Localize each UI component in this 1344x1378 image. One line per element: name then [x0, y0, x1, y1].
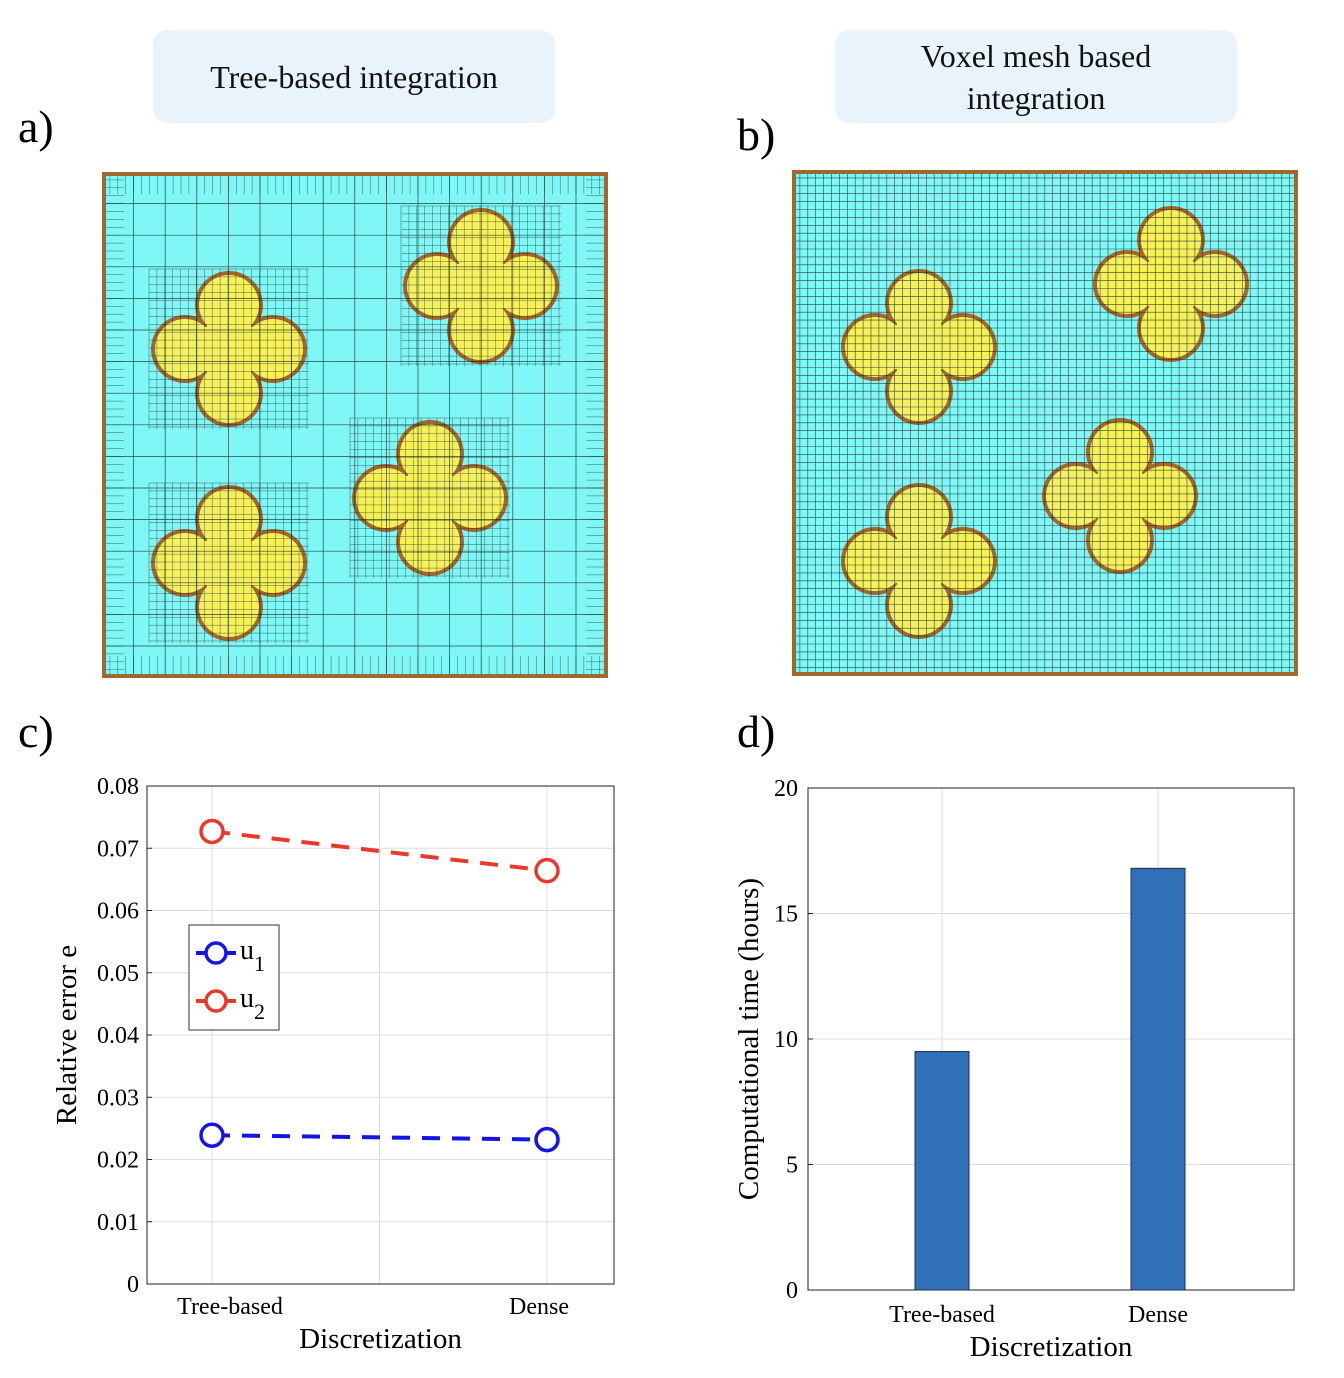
bar-dense [1130, 867, 1186, 1291]
data-point-u2 [199, 818, 225, 845]
x-axis-label: Discretization [970, 1331, 1133, 1363]
tree-mesh-image [102, 172, 608, 678]
error-chart-svg: 0 0.01 0.02 0.03 0.04 0.05 0.06 0.07 0.08 Tree-ba… [51, 774, 615, 1355]
y-tick-label: 0.07 [97, 836, 139, 862]
x-tick-label: Tree-based [889, 1302, 995, 1328]
error-chart: 0 0.01 0.02 0.03 0.04 0.05 0.06 0.07 0.08 Tree-ba… [0, 760, 660, 1378]
y-tick-label: 10 [774, 1027, 798, 1053]
y-tick-label: 0.01 [97, 1210, 139, 1236]
y-tick-label: 0.03 [97, 1085, 139, 1111]
y-tick-label: 0.08 [97, 774, 139, 800]
mesh-border [102, 172, 608, 678]
x-axis-label: Discretization [299, 1323, 462, 1355]
y-tick-label: 5 [786, 1153, 798, 1179]
y-tick-label: 0.04 [97, 1023, 139, 1049]
tree-mesh-svg [102, 172, 608, 678]
legend-marker-u1 [204, 941, 228, 965]
legend-marker-u2 [204, 989, 228, 1013]
data-point-u1 [534, 1126, 560, 1153]
y-tick-label: 0.06 [97, 899, 139, 925]
bar-tree-based [914, 1051, 970, 1291]
series-line-u1 [211, 1133, 548, 1142]
mesh-border [792, 170, 1298, 676]
y-tick-label: 20 [774, 776, 798, 802]
time-chart: 0 5 10 15 20 Tree-based Dense Discretization Com… [690, 760, 1344, 1378]
voxel-mesh-svg [792, 170, 1298, 676]
y-axis-label: Relative error e [51, 945, 83, 1125]
y-tick-label: 15 [774, 902, 798, 928]
voxel-mesh-image [792, 170, 1298, 676]
data-point-u2 [534, 857, 560, 884]
y-tick-label: 0 [786, 1278, 798, 1304]
legend-box [188, 924, 280, 1031]
panel-a-letter: a) [18, 101, 54, 152]
series-line-u2 [211, 829, 548, 873]
y-tick-label: 0.02 [97, 1148, 139, 1174]
x-tick-label: Dense [1128, 1302, 1188, 1328]
panel-c-letter: c) [18, 706, 54, 757]
grid-lines [808, 787, 1294, 1291]
panel-d-letter: d) [737, 706, 776, 757]
y-tick-label: 0.05 [97, 961, 139, 987]
time-chart-svg: 0 5 10 15 20 Tree-based Dense Discretization Com… [733, 776, 1295, 1363]
x-tick-label: Tree-based [177, 1294, 283, 1320]
y-axis-label: Computational time (hours) [733, 878, 765, 1200]
y-tick-label: 0 [127, 1272, 139, 1298]
data-point-u1 [199, 1122, 225, 1148]
mesh-grid [792, 170, 1298, 676]
panel-a-title: Tree-based integration [153, 30, 555, 123]
panel-b-title: Voxel mesh based integration [835, 30, 1237, 123]
panel-b-letter: b) [737, 109, 776, 160]
x-tick-label: Dense [509, 1294, 569, 1320]
